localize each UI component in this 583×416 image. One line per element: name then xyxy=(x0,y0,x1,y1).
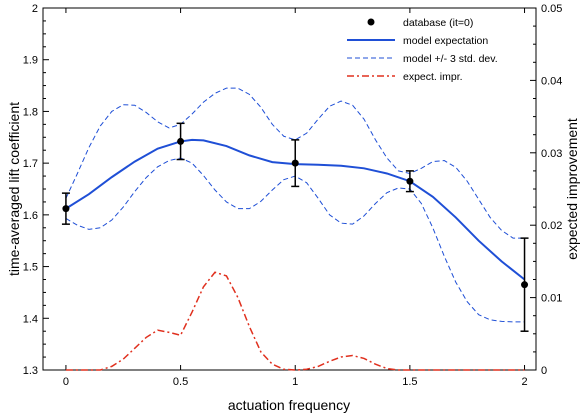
series-expected-improvement-line xyxy=(65,271,525,371)
x-axis-label: actuation frequency xyxy=(228,397,350,413)
x-tick-label: 0 xyxy=(63,376,69,388)
y2-tick-label: 0.05 xyxy=(541,3,562,15)
data-point xyxy=(177,137,185,145)
y-tick-label: 2 xyxy=(32,3,38,15)
x-tick-label: 0.5 xyxy=(173,376,188,388)
y2-tick-label: 0.02 xyxy=(541,220,562,232)
y2-tick-label: 0.04 xyxy=(541,75,562,87)
y2-axis-label: expected improvement xyxy=(564,118,580,260)
data-point xyxy=(521,281,529,289)
x-tick-label: 2 xyxy=(521,376,527,388)
x-tick-label: 1.5 xyxy=(402,376,417,388)
y-tick-label: 1.9 xyxy=(23,55,38,67)
legend-label-expected-improvement: expect. impr. xyxy=(403,71,463,83)
y-tick-label: 1.8 xyxy=(23,106,38,118)
legend-marker-database xyxy=(367,18,375,26)
data-point xyxy=(62,205,70,213)
axis-ticks: 0 0.5 1 1.5 2 1.3 1.4 1.5 1.6 1.7 1.8 1.9 2 0 0.01 0.02… xyxy=(23,3,563,388)
legend-label-std: model +/- 3 std. dev. xyxy=(403,53,498,65)
x-tick-label: 1 xyxy=(292,376,298,388)
y-tick-label: 1.3 xyxy=(23,365,38,377)
legend: database (it=0) model expectation model +/… xyxy=(347,17,498,83)
y2-tick-label: 0.03 xyxy=(541,148,562,160)
y2-tick-label: 0 xyxy=(541,365,547,377)
data-point xyxy=(291,159,299,167)
legend-label-model-expectation: model expectation xyxy=(403,35,488,47)
series-layer xyxy=(61,87,529,371)
y-axis-label: time-averaged lift coefficient xyxy=(6,102,22,276)
legend-label-database: database (it=0) xyxy=(403,17,473,29)
y-tick-label: 1.5 xyxy=(23,262,38,274)
data-point xyxy=(406,177,414,185)
y-tick-label: 1.6 xyxy=(23,210,38,222)
series-model-expectation-line xyxy=(65,138,526,281)
series-std-upper-line xyxy=(65,87,525,239)
y-tick-label: 1.4 xyxy=(23,313,38,325)
y2-tick-label: 0.01 xyxy=(541,293,562,305)
y-tick-label: 1.7 xyxy=(23,158,38,170)
